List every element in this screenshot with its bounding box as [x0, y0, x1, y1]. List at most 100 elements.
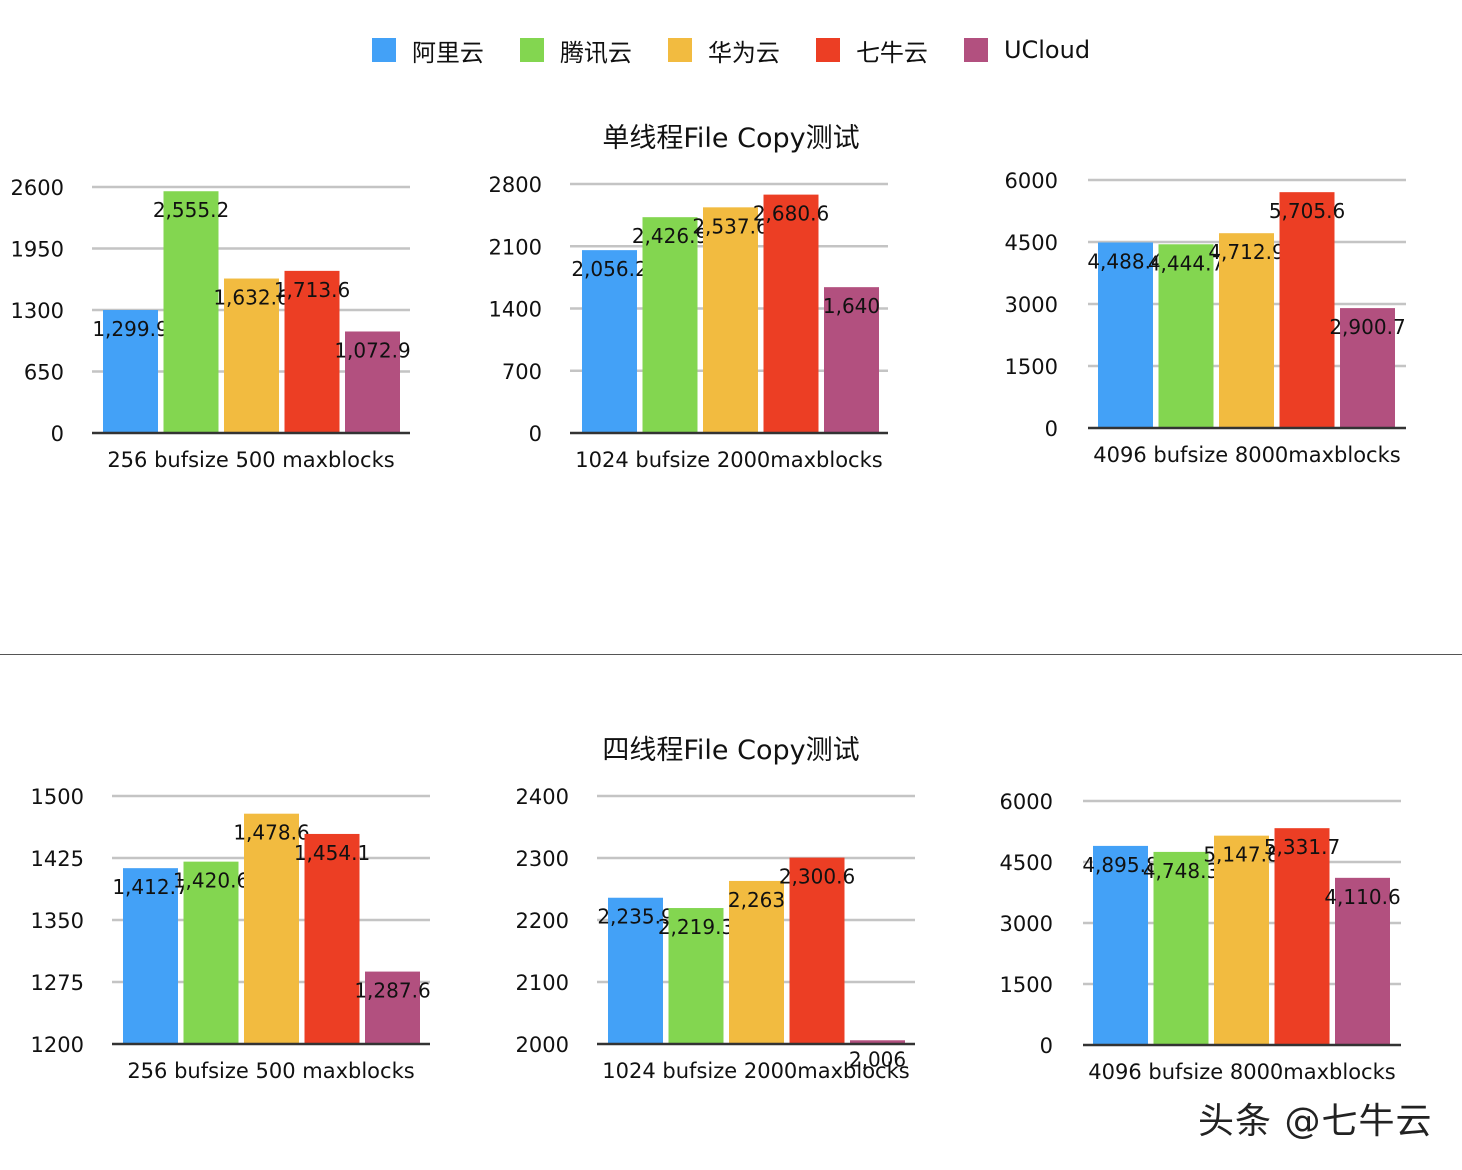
bar-4	[1335, 877, 1390, 1045]
bar-3	[1279, 192, 1335, 428]
data-label: 2,263	[728, 888, 785, 912]
x-axis-label: 4096 bufsize 8000maxblocks	[1088, 1060, 1395, 1084]
legend-label: UCloud	[1003, 36, 1091, 64]
data-label: 4,444.7	[1148, 251, 1224, 275]
data-label: 4,712.9	[1208, 240, 1284, 264]
bar-2	[224, 278, 279, 433]
y-tick-label: 0	[1040, 1034, 1053, 1058]
y-tick-label: 6000	[1000, 790, 1053, 814]
bar-1	[163, 191, 219, 433]
data-label: 1,640	[823, 294, 880, 318]
y-tick-label: 3000	[1000, 912, 1053, 936]
data-label: 4,895.8	[1082, 853, 1158, 877]
data-label: 1,299.9	[92, 317, 168, 341]
chart-four-1024: 200021002200230024002,235.92,219.32,2632…	[516, 785, 915, 1083]
data-label: 1,420.6	[173, 869, 249, 893]
data-label: 1,478.6	[233, 821, 309, 845]
legend-swatch	[519, 38, 544, 62]
data-label: 4,488.4	[1087, 249, 1163, 273]
chart-single-4096: 0 1500 3000 4500 6000 4,488.44,444.74,712.9 5,…	[1005, 169, 1406, 467]
section-title-single-thread: 单线程File Copy测试	[602, 123, 860, 154]
bar-3	[284, 270, 340, 433]
legend-swatch	[815, 38, 840, 62]
bar-1	[1158, 244, 1214, 428]
legend-label: 华为云	[707, 38, 780, 67]
y-tick-label: 1500	[1000, 973, 1053, 997]
legend-label: 腾讯云	[559, 38, 632, 67]
x-axis-label: 256 bufsize 500 maxblocks	[127, 1059, 414, 1083]
chart-four-4096: 0 1500 3000 4500 6000 4,895.84,748.35,147.85,…	[1000, 790, 1401, 1084]
data-label: 1,412.7	[112, 875, 188, 899]
y-tick-label: 4500	[1005, 231, 1058, 255]
legend-label: 七牛云	[855, 38, 928, 67]
y-tick-label: 2100	[489, 235, 542, 259]
legend: 阿里云 腾讯云 华为云 七牛云 UCloud	[0, 30, 1462, 70]
data-label: 1,072.9	[334, 338, 410, 362]
bar-1	[668, 908, 724, 1044]
legend-label: 阿里云	[411, 38, 484, 67]
bar-2	[1219, 233, 1274, 428]
bar-1	[642, 217, 698, 433]
y-tick-label: 3000	[1005, 293, 1058, 317]
data-label: 1,454.1	[294, 841, 370, 865]
y-tick-label: 1500	[1005, 355, 1058, 379]
y-tick-label: 2000	[516, 1033, 569, 1057]
chart-single-1024: 0 700 1400 2100 2800 2,056.2 2,426.92,537.62,6…	[489, 173, 888, 472]
bar-0	[123, 868, 178, 1044]
bar-0	[103, 310, 158, 433]
bar-4	[824, 287, 879, 433]
bar-4	[850, 1040, 905, 1044]
data-label: 2,219.3	[658, 915, 734, 939]
legend-item-4: UCloud	[963, 36, 1091, 64]
data-label: 5,705.6	[1269, 199, 1345, 223]
y-tick-label: 1350	[31, 909, 84, 933]
bar-0	[608, 897, 663, 1044]
data-label: 2,006	[849, 1047, 906, 1071]
x-axis-label: 1024 bufsize 2000maxblocks	[602, 1059, 909, 1083]
y-tick-label: 1425	[31, 847, 84, 871]
y-tick-label: 2800	[489, 173, 542, 197]
data-label: 1,287.6	[354, 979, 430, 1003]
bar-0	[1098, 242, 1153, 428]
y-tick-label: 1200	[31, 1033, 84, 1057]
legend-item-0: 阿里云	[371, 33, 484, 68]
bar-1	[183, 861, 239, 1044]
bar-4	[1340, 308, 1395, 428]
bar-2	[729, 880, 784, 1044]
data-label: 2,680.6	[753, 202, 829, 226]
bar-3	[1274, 828, 1330, 1045]
data-label: 2,235.9	[597, 905, 673, 929]
y-tick-label: 1950	[11, 238, 64, 262]
legend-swatch	[963, 38, 988, 62]
data-label: 1,713.6	[274, 278, 350, 302]
legend-swatch	[667, 38, 692, 62]
data-label: 2,555.2	[153, 198, 229, 222]
y-tick-label: 2100	[516, 971, 569, 995]
y-tick-label: 1275	[31, 971, 84, 995]
data-label: 1,632.6	[213, 286, 289, 310]
section-title-four-thread: 四线程File Copy测试	[602, 735, 860, 766]
data-label: 2,300.6	[779, 865, 855, 889]
bar-0	[1093, 845, 1148, 1045]
x-axis-label: 256 bufsize 500 maxblocks	[107, 448, 394, 472]
legend-item-2: 华为云	[667, 33, 780, 68]
y-tick-label: 1300	[11, 299, 64, 323]
watermark: 头条 @七牛云	[1198, 1101, 1433, 1142]
y-tick-label: 650	[24, 361, 64, 385]
chart-four-256: 1200 1275 1350 1425 1500 1,412.71,420.6 1,478.…	[31, 785, 431, 1083]
y-tick-label: 2600	[11, 176, 64, 200]
y-tick-label: 0	[529, 422, 542, 446]
bar-3	[304, 833, 360, 1044]
data-label: 2,537.6	[692, 214, 768, 238]
legend-item-3: 七牛云	[815, 33, 928, 68]
bar-0	[582, 250, 637, 433]
section-divider	[0, 654, 1462, 655]
bar-2	[1214, 835, 1269, 1045]
chart-single-256: 0 650 1300 1950 2600 1,299.9 2,555.2 1,632.61,7…	[11, 176, 411, 472]
data-label: 4,110.6	[1324, 885, 1400, 909]
bar-2	[244, 813, 299, 1044]
data-label: 5,147.8	[1203, 843, 1279, 867]
bar-3	[763, 194, 819, 433]
y-tick-label: 2300	[516, 847, 569, 871]
y-tick-label: 6000	[1005, 169, 1058, 193]
